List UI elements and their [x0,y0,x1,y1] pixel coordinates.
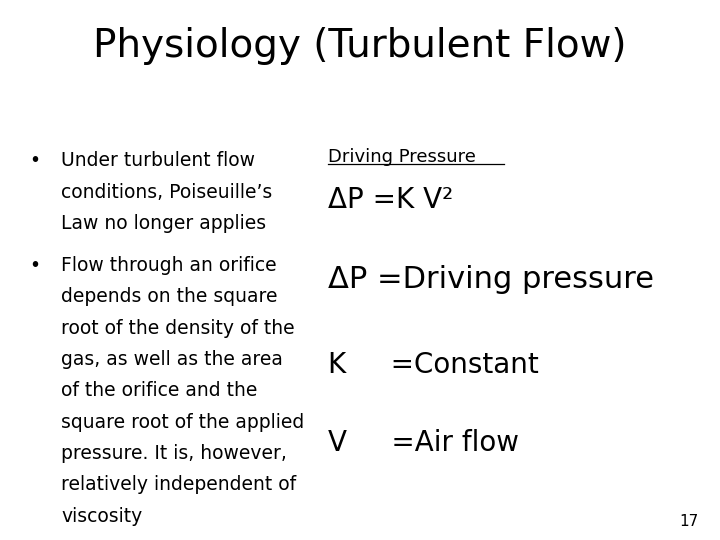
Text: Law no longer applies: Law no longer applies [61,214,266,233]
Text: ΔP =Driving pressure: ΔP =Driving pressure [328,265,654,294]
Text: 17: 17 [679,514,698,529]
Text: Driving Pressure: Driving Pressure [328,148,475,166]
Text: depends on the square: depends on the square [61,287,278,306]
Text: •: • [29,151,40,170]
Text: relatively independent of: relatively independent of [61,475,297,494]
Text: of the orifice and the: of the orifice and the [61,381,258,400]
Text: square root of the applied: square root of the applied [61,413,305,431]
Text: gas, as well as the area: gas, as well as the area [61,350,283,369]
Text: V     =Air flow: V =Air flow [328,429,518,457]
Text: pressure. It is, however,: pressure. It is, however, [61,444,287,463]
Text: viscosity: viscosity [61,507,143,525]
Text: ΔP =K V²: ΔP =K V² [328,186,453,214]
Text: Under turbulent flow: Under turbulent flow [61,151,255,170]
Text: Flow through an orifice: Flow through an orifice [61,256,276,275]
Text: •: • [29,256,40,275]
Text: K     =Constant: K =Constant [328,351,539,379]
Text: Physiology (Turbulent Flow): Physiology (Turbulent Flow) [94,27,626,65]
Text: conditions, Poiseuille’s: conditions, Poiseuille’s [61,183,272,201]
Text: root of the density of the: root of the density of the [61,319,294,338]
